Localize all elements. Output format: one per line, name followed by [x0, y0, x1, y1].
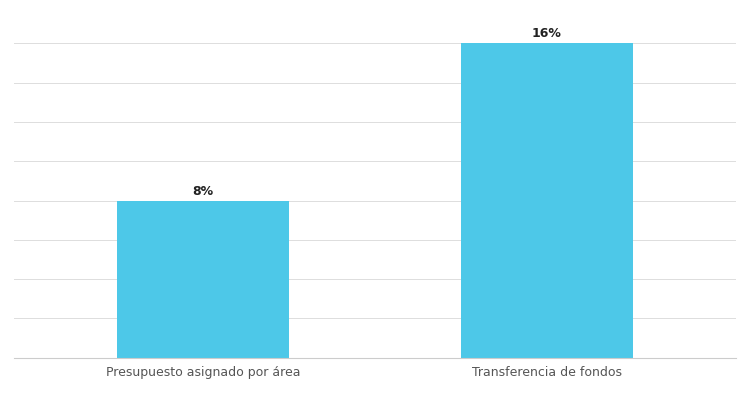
- Bar: [117, 200, 289, 358]
- Bar: [461, 43, 633, 358]
- Text: 8%: 8%: [193, 185, 214, 198]
- Text: 16%: 16%: [532, 28, 562, 40]
